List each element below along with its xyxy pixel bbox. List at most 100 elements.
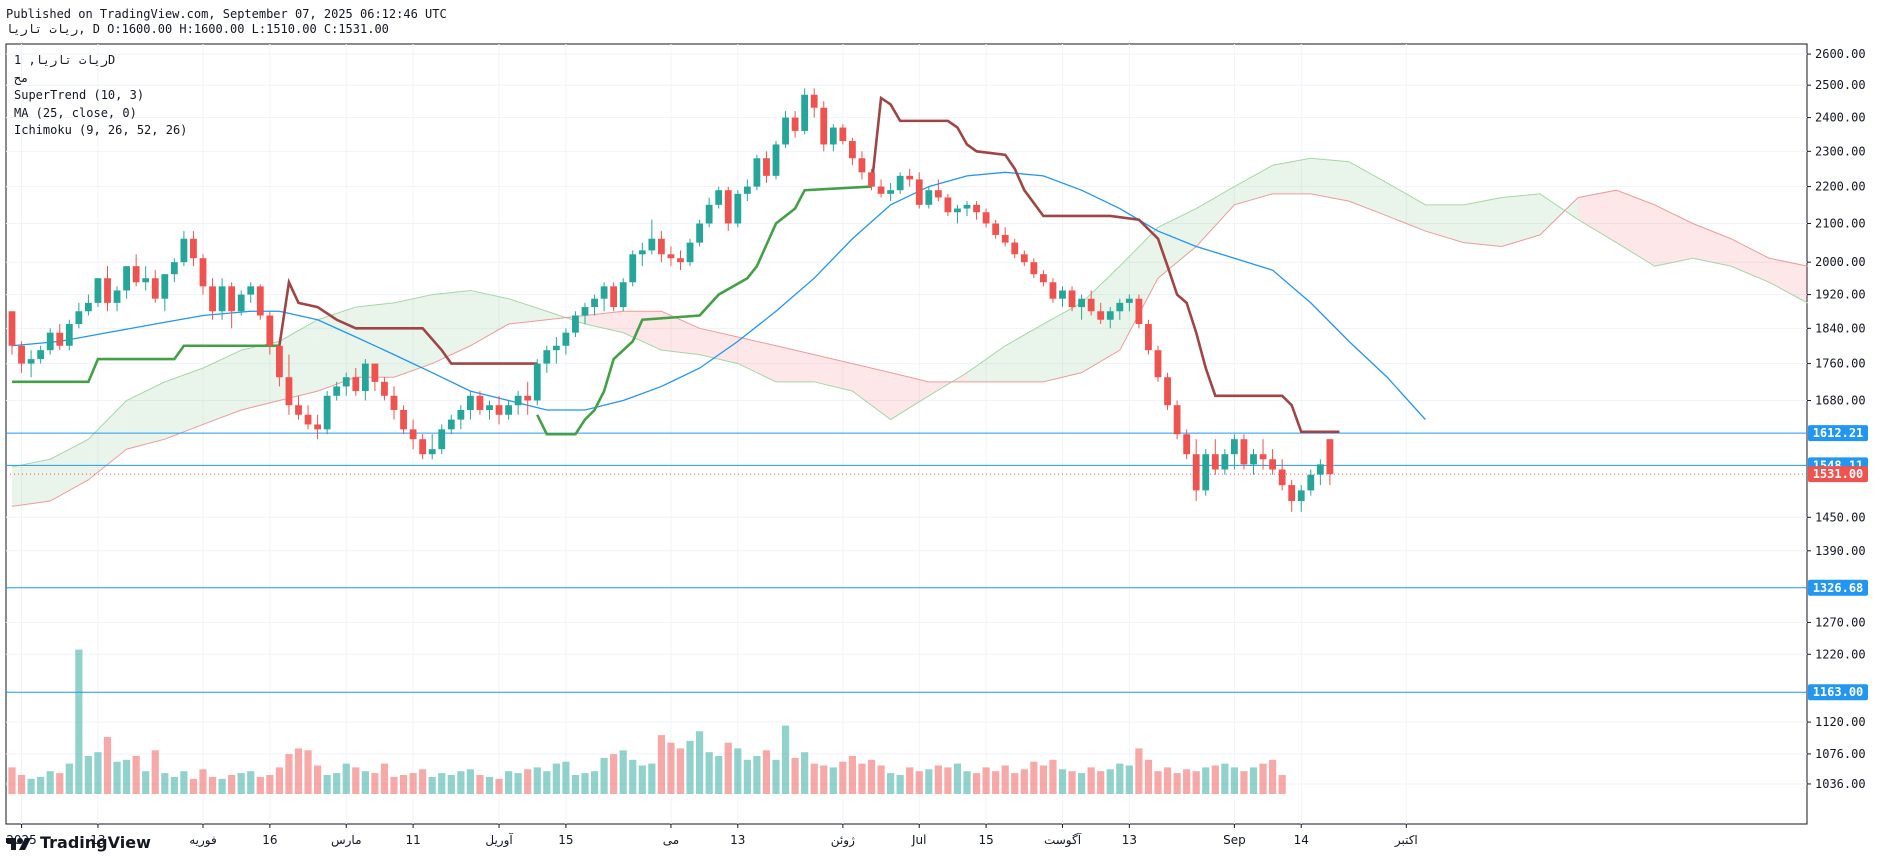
y-tick-label: 1270.00 — [1815, 615, 1866, 629]
legend-supertrend[interactable]: SuperTrend (10, 3) — [14, 88, 145, 102]
volume-bar — [1144, 759, 1153, 794]
volume-bar — [514, 773, 522, 794]
price-label-bg — [1808, 684, 1868, 701]
candle-body — [973, 204, 980, 213]
volume-bar — [361, 771, 369, 794]
volume-bar — [237, 773, 245, 794]
y-tick-label: 1120.00 — [1815, 715, 1866, 729]
candle-body — [677, 258, 684, 263]
candle-body — [667, 254, 675, 259]
volume-bar — [409, 773, 417, 794]
candle-body — [906, 175, 914, 180]
legend-ichimoku[interactable]: Ichimoku (9, 26, 52, 26) — [14, 123, 188, 137]
candle-body — [180, 238, 188, 263]
cloud-segment — [355, 302, 394, 378]
volume-bar — [333, 773, 341, 794]
cloud-segment — [1731, 238, 1770, 283]
candle-body — [352, 377, 360, 392]
x-tick-label: Jul — [911, 833, 926, 847]
candle-body — [715, 190, 723, 205]
volume-bar — [676, 748, 685, 794]
price-axis[interactable]: 2600.00 2500.00 2400.00 2300.00 2200.00 2100.… — [1807, 47, 1866, 791]
candle-body — [218, 286, 226, 312]
volume-bar — [858, 763, 866, 794]
volume-bar — [218, 778, 226, 794]
cloud-segment — [585, 311, 624, 333]
candle-body — [562, 332, 570, 346]
cloud-segment — [1272, 158, 1311, 194]
x-tick-label: اکتبر — [1394, 833, 1418, 848]
candle-body — [132, 266, 140, 283]
volume-bar — [1030, 761, 1038, 794]
volume-bar — [686, 740, 694, 794]
y-tick-label: 1076.00 — [1815, 747, 1866, 761]
volume-bar — [944, 767, 952, 794]
moving-average — [11, 171, 1426, 421]
candle-body — [858, 158, 866, 173]
candle-body — [591, 298, 598, 308]
candle-body — [428, 449, 436, 455]
horizontal-lines[interactable] — [6, 432, 1807, 693]
candle-body — [849, 141, 856, 159]
cloud-segment — [967, 345, 1006, 382]
x-tick-label: 13 — [730, 833, 745, 847]
candle-body — [371, 363, 379, 382]
candle-body — [1211, 454, 1219, 470]
volume-bar — [734, 748, 742, 794]
volume-bar — [371, 773, 379, 794]
candle-body — [409, 429, 417, 440]
candle-body — [400, 409, 407, 430]
cloud-segment — [1119, 227, 1158, 351]
ohlc-header: ریات تاریا, D O:1600.00 H:1600.00 L:1510… — [6, 22, 389, 36]
cloud-segment — [164, 368, 203, 440]
volume-bar — [772, 759, 780, 794]
tradingview-logo[interactable]: TradingView — [6, 833, 151, 852]
candle-body — [1297, 490, 1305, 502]
volume-bar — [524, 769, 532, 794]
time-axis[interactable]: 202513فوریه16مارس11آوریل15می13ژوئنJul15آ… — [6, 824, 1418, 848]
volume-bar — [715, 756, 723, 794]
volume-bar — [590, 771, 599, 794]
supertrend-segment — [870, 95, 1340, 434]
candle-body — [1278, 469, 1286, 486]
candle-body — [868, 172, 875, 187]
cloud-segment — [1616, 190, 1655, 267]
candle-body — [276, 345, 283, 378]
volume-bar — [189, 778, 198, 794]
price-label: 1326.68 — [1813, 581, 1864, 595]
candle-body — [1307, 474, 1315, 491]
cloud-segment — [814, 354, 853, 392]
volume-bar — [791, 757, 799, 794]
y-tick-label: 2500.00 — [1815, 78, 1866, 92]
volume-bar — [1163, 767, 1172, 794]
volume-bar — [896, 775, 904, 794]
volume-bar — [1020, 769, 1028, 794]
x-tick-label: آوریل — [485, 832, 513, 848]
candle-body — [1001, 234, 1009, 243]
candle-body — [333, 386, 341, 396]
volume-bar — [753, 756, 761, 794]
volume-bar — [906, 767, 914, 794]
candle-body — [629, 254, 637, 283]
volume-bar — [629, 759, 637, 794]
candle-body — [75, 311, 83, 325]
candle-body — [104, 278, 111, 303]
legend-symbol[interactable]: ریات تاریا, 1D — [14, 53, 116, 67]
candle-body — [1316, 464, 1324, 475]
legend-ma[interactable]: MA (25, close, 0) — [14, 105, 137, 120]
candle-body — [1059, 290, 1066, 299]
candle-body — [801, 94, 809, 131]
volume-bar — [829, 767, 837, 794]
y-tick-label: 1390.00 — [1815, 544, 1866, 558]
volume-bar — [543, 771, 551, 794]
candle-body — [1078, 298, 1085, 308]
candle-body — [915, 179, 923, 205]
volume-bar — [1068, 771, 1076, 794]
volume-bar — [266, 775, 274, 794]
candle-body — [1202, 454, 1210, 491]
candle-body — [1259, 454, 1267, 460]
cloud-segment — [661, 311, 700, 355]
volume-bar — [275, 767, 283, 794]
